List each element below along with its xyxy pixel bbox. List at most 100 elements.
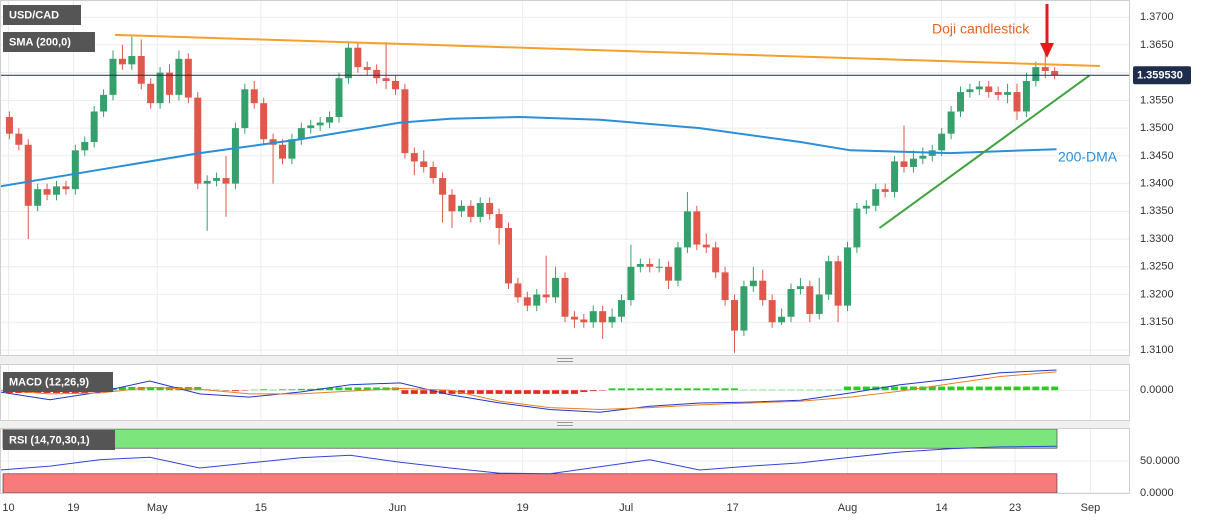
histogram-bar [580,390,588,393]
histogram-bar [439,390,447,394]
candle-body [787,288,795,317]
histogram-bar [335,387,343,391]
panel-separator [0,421,1130,428]
x-tick-label: 23 [1009,502,1021,514]
histogram-bar [118,387,126,391]
y-tick-label: 1.3200 [1140,288,1174,300]
candle-body [241,89,249,129]
x-tick-label: 17 [726,502,738,514]
candle-body [373,69,381,79]
y-tick-label: 1.3500 [1140,122,1174,134]
candle-body [552,277,560,298]
indicator-box [3,430,115,450]
histogram-bar [674,388,682,391]
candle-body [646,264,654,267]
x-tick-label: Sep [1081,502,1101,514]
y-tick-label: 1.3400 [1140,178,1174,190]
candle-body [693,211,701,245]
candle-body [439,178,447,195]
candle-body [15,133,23,145]
candle-body [721,272,729,301]
x-tick-label: 14 [936,502,948,514]
y-tick-label: 1.3450 [1140,150,1174,162]
zone-band [2,428,1058,449]
last-price-box [1133,66,1191,85]
candle-body [24,144,32,206]
candle-body [401,89,409,154]
histogram-bar [844,386,851,391]
candle-body [975,86,983,90]
y-tick-label: 1.3100 [1140,344,1174,356]
candle-body [90,111,98,142]
candle-body [891,161,899,192]
y-tick-label: 1.3350 [1140,205,1174,217]
indicator-box [3,372,113,392]
histogram-bar [363,387,371,391]
candle-body [909,158,917,167]
candle-body [759,280,767,301]
histogram-bar [909,386,917,391]
indicator-label: SMA (200,0) [9,36,71,48]
candle-body [1022,80,1030,112]
histogram-bar [994,386,1002,391]
histogram-bar [731,388,738,391]
candle-body [796,286,804,289]
candle-body [655,266,663,268]
histogram-bar [938,386,946,391]
candle-body [561,277,569,317]
histogram-bar [279,389,286,391]
indicator-box [3,32,95,52]
candle-body [231,128,239,184]
y-tick-label: 1.3300 [1140,233,1174,245]
histogram-bar [156,387,164,391]
histogram-bar [260,389,268,391]
candle-body [957,92,964,112]
candle-body [100,94,108,112]
histogram-bar [881,386,889,391]
candle-body [81,142,89,151]
indicator-label: RSI (14,70,30,1) [9,434,90,446]
candle-body [806,286,814,314]
candle-body [118,58,126,65]
candle-body [156,72,164,104]
histogram-bar [975,386,983,391]
histogram-bar [476,390,484,394]
histogram-bar [495,390,503,394]
x-tick-label: Jun [389,502,407,514]
histogram-bar [928,386,936,391]
candle-body [448,194,456,212]
candle-body [260,103,268,140]
x-tick-label: 10 [2,502,14,514]
candle-body [749,280,757,287]
candle-body [392,80,399,90]
candle-body [109,58,117,95]
histogram-bar [693,388,701,391]
candle-body [137,56,145,84]
candle-body [627,266,635,301]
x-tick-label: May [147,502,168,514]
candle-body [71,150,79,190]
candle-body [1041,67,1049,71]
histogram-bar [683,388,691,391]
candle-body [222,178,230,184]
candle-body [985,86,993,93]
line [878,74,1091,229]
candle-body [636,264,644,267]
candle-body [43,189,51,195]
candle-body [523,297,531,306]
histogram-bar [448,390,456,394]
histogram-bar [646,388,654,391]
candle-body [429,166,437,179]
candle-body [128,56,136,65]
resize-handle [557,358,573,426]
histogram-bar [128,387,136,391]
candle-body [919,155,927,159]
candle-body [853,208,861,248]
histogram-bar [354,387,362,391]
panel-borders [0,0,1130,494]
candle-body [994,92,1002,95]
candle-body [731,300,738,331]
y-tick-label: 1.3650 [1140,39,1174,51]
candle-body [250,89,258,104]
